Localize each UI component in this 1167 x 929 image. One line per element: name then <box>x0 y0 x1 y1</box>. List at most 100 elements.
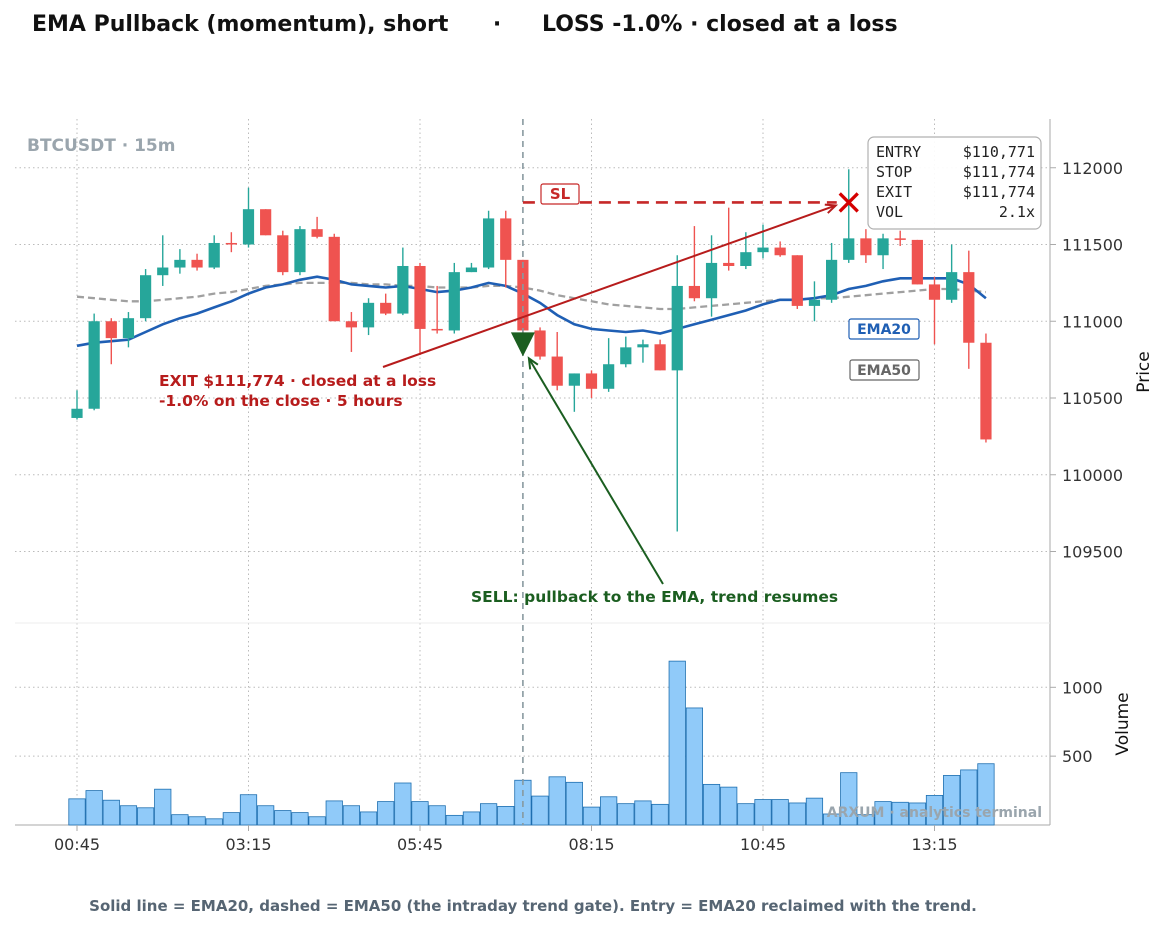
candle-body <box>397 265 409 314</box>
candle-body <box>551 356 563 386</box>
chart-footer-note: Solid line = EMA20, dashed = EMA50 (the … <box>89 897 977 915</box>
candle-body <box>705 262 718 299</box>
price-tick-label: 110000 <box>1062 466 1123 485</box>
candle-body <box>534 330 546 357</box>
ema20-tag: EMA20 <box>848 318 920 340</box>
candle-body <box>242 209 255 245</box>
candle-body <box>620 347 632 365</box>
time-tick-label: 05:45 <box>397 835 443 854</box>
volume-bar <box>68 798 86 826</box>
ema50-tag-box <box>849 359 920 381</box>
volume-bar <box>222 812 240 826</box>
candle-body <box>157 267 169 276</box>
candle-body <box>362 302 375 328</box>
candle-body <box>105 321 117 339</box>
volume-bar <box>805 797 824 826</box>
candle-body <box>963 272 975 343</box>
candle-body <box>654 344 666 371</box>
volume-bar <box>308 816 326 826</box>
candle-body <box>808 299 821 306</box>
watermark: ARXUM · analytics terminal <box>827 805 1042 821</box>
candle-body <box>345 321 357 328</box>
volume-bar <box>788 802 806 826</box>
volume-bar <box>874 801 892 826</box>
volume-bar <box>702 783 721 826</box>
ema50-tag-text: EMA50 <box>857 363 911 379</box>
candles <box>71 169 992 532</box>
volume-bar <box>462 811 481 826</box>
volume-bar <box>342 805 361 826</box>
candle-body <box>277 235 289 273</box>
candle-body <box>603 364 615 389</box>
volume-bar <box>377 801 395 826</box>
volume-bar <box>600 796 618 826</box>
price-tick-label: 111000 <box>1062 312 1123 331</box>
time-tick-label: 13:15 <box>911 835 957 854</box>
trade-markers <box>382 192 859 585</box>
info-exit-key: EXIT <box>876 183 912 201</box>
candle-body <box>740 252 752 266</box>
candle-body <box>688 285 700 299</box>
volume-bar <box>325 800 343 826</box>
volume-bar <box>205 818 223 826</box>
volume-bar <box>582 806 601 826</box>
candle-body <box>225 242 237 245</box>
ema20-tag-box <box>848 318 920 340</box>
time-tick-label: 00:45 <box>54 835 100 854</box>
volume-bar <box>445 814 463 826</box>
chart-title-separator: · <box>493 12 501 37</box>
candle-body <box>328 236 340 322</box>
price-tick-label: 111500 <box>1062 236 1123 255</box>
volume-bar <box>411 801 429 826</box>
candle-body <box>671 285 683 371</box>
volume-tick-label: 500 <box>1062 747 1093 766</box>
sl-label-text: SL <box>550 185 571 203</box>
volume-bar <box>737 803 755 826</box>
volume-bar <box>102 799 120 826</box>
candle-body <box>585 373 598 389</box>
volume-axis-label: Volume <box>1113 692 1133 755</box>
candle-body <box>483 218 495 268</box>
candle-body <box>860 238 872 256</box>
info-box-frame <box>867 136 1042 230</box>
sell-arrow-shaft <box>528 357 664 585</box>
exit-x-marker-icon <box>838 192 859 213</box>
chart-title-left: EMA Pullback (momentum), short <box>32 12 449 37</box>
symbol-label: BTCUSDT · 15m <box>27 136 175 156</box>
candle-body <box>877 238 889 256</box>
candle-body <box>380 302 392 314</box>
ema20-tag-text: EMA20 <box>857 322 911 338</box>
exit-annotation-line1: EXIT $111,774 · closed at a loss <box>159 372 436 390</box>
sl-label-box <box>540 183 580 205</box>
ema50-line <box>76 281 987 311</box>
info-vol-value: 2.1x <box>999 203 1035 221</box>
grid-lines <box>15 119 1050 825</box>
volume-bar <box>188 816 206 826</box>
volume-bar <box>171 814 189 826</box>
candle-body <box>465 267 478 273</box>
volume-bar <box>840 772 858 826</box>
candle-body <box>431 328 443 331</box>
price-tick-label: 112000 <box>1062 159 1123 178</box>
info-stop-value: $111,774 <box>963 163 1035 181</box>
candle-body <box>568 373 580 386</box>
volume-bar <box>548 776 566 826</box>
volume-bar <box>823 813 841 826</box>
candle-body <box>791 255 803 306</box>
volume-bar <box>908 802 926 826</box>
price-axis-label: Price <box>1134 351 1154 392</box>
candle-body <box>191 259 203 268</box>
info-stop-key: STOP <box>876 163 912 181</box>
volume-bar <box>891 801 909 826</box>
candle-body <box>911 239 923 285</box>
volume-bar <box>428 805 446 826</box>
volume-bar <box>720 786 738 826</box>
volume-bar <box>943 775 961 826</box>
price-tick-label: 109500 <box>1062 543 1123 562</box>
time-tick-label: 03:15 <box>225 835 271 854</box>
chart-title-right: LOSS -1.0% · closed at a loss <box>542 12 898 37</box>
volume-bars <box>68 660 995 826</box>
candle-body <box>946 272 958 300</box>
volume-bar <box>136 807 155 826</box>
